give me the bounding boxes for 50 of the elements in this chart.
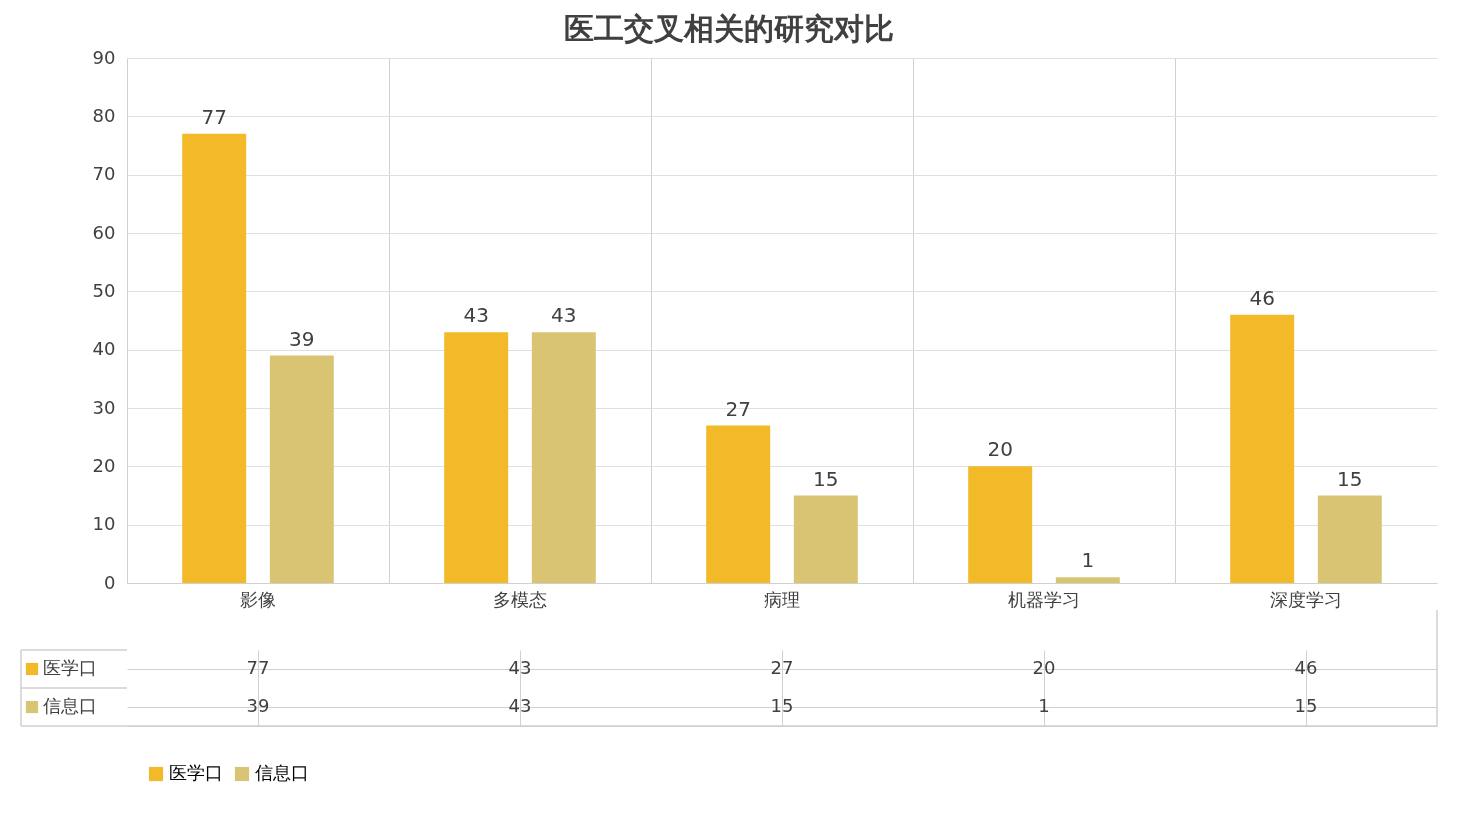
y-tick-label: 90 [92,46,116,68]
text: 医学口 [169,762,223,783]
chart-title: 医工交叉相关的研究对比 [564,11,894,46]
bar [182,133,247,583]
bar [531,332,596,583]
annotation: 43 [551,303,577,328]
annotation: 77 [201,104,227,129]
x-tick-label: 影像 [240,588,276,610]
annotation: 39 [289,326,315,351]
x-tick-label: 病理 [764,588,800,610]
y-tick-label: 10 [92,513,116,535]
annotation: 20 [987,437,1013,462]
data-label: 43 [508,657,532,678]
bar [1317,495,1382,583]
annotation: 15 [813,466,839,491]
y-tick-label: 60 [92,221,116,243]
annotation: 15 [1337,466,1363,491]
y-tick-label: 40 [92,338,116,360]
x-tick-label: 机器学习 [1008,588,1080,610]
y-tick-label: 20 [92,454,116,476]
y-tick-label: 70 [92,163,116,185]
data-label: 43 [508,695,532,716]
y-tick-label: 0 [104,571,116,593]
annotation: 27 [725,396,751,421]
bar [1230,314,1295,583]
data-label: 1 [1038,695,1050,716]
data-label: 15 [770,695,794,716]
y-tick-label: 50 [92,279,116,301]
bar [269,355,334,583]
x-tick-label: 多模态 [493,588,547,610]
bar [793,495,858,583]
bar [1055,577,1120,583]
legend-label: 医学口 [43,657,97,678]
data-label: 15 [1294,695,1318,716]
bar [968,466,1033,583]
data-label: 46 [1294,657,1318,678]
data-label: 39 [246,695,270,716]
legend-label: 信息口 [255,762,309,783]
annotation: 1 [1081,548,1095,573]
data-label: 20 [1032,657,1056,678]
y-tick-label: 30 [92,396,116,418]
y-tick-label: 80 [92,104,116,126]
data-label: 77 [246,657,270,678]
x-tick-label: 深度学习 [1270,588,1342,610]
data-label: 27 [770,657,794,678]
annotation: 43 [463,303,489,328]
bar [444,332,509,583]
annotation: 46 [1249,285,1275,310]
bar [706,425,771,583]
text: 信息口 [43,695,97,716]
